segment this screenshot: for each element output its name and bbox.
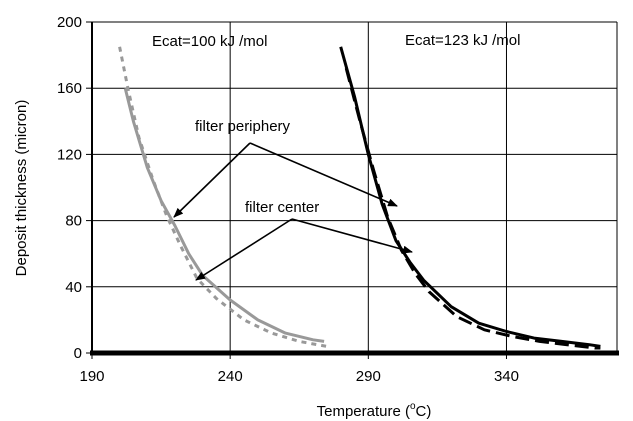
series-group	[118, 46, 601, 350]
x-axis-title: Temperature (oC)	[317, 401, 432, 420]
center-arrow-left	[195, 218, 293, 281]
x-tick-label: 290	[356, 368, 381, 385]
y-tick-label: 40	[65, 279, 82, 296]
periphery-arrow-left	[173, 142, 251, 218]
series-line-0	[123, 87, 325, 343]
x-tick-label: 240	[218, 368, 243, 385]
periphery-arrow-right	[249, 142, 398, 207]
annotation-filter-center: filter center	[245, 199, 319, 216]
annotation-ecat-123: Ecat=123 kJ /mol	[405, 32, 520, 49]
y-tick-label: 120	[57, 146, 82, 163]
annotation-filter-periphery: filter periphery	[195, 118, 291, 135]
series-line-1	[118, 46, 328, 348]
center-arrow-right	[291, 218, 413, 254]
y-tick-label: 80	[65, 213, 82, 230]
y-tick-label: 200	[57, 14, 82, 31]
tick-labels: 0 40 80 120 160 200 190 240 290 340	[57, 14, 519, 385]
annotation-ecat-100: Ecat=100 kJ /mol	[152, 33, 267, 50]
y-axis-title: Deposit thickness (micron)	[13, 100, 30, 277]
series-line-3	[344, 67, 601, 350]
y-tick-label: 160	[57, 80, 82, 97]
x-tick-label: 190	[79, 368, 104, 385]
x-tick-label: 340	[494, 368, 519, 385]
y-tick-label: 0	[74, 345, 82, 362]
axes	[86, 21, 619, 359]
series-line-2	[339, 46, 601, 348]
grid	[92, 21, 618, 353]
